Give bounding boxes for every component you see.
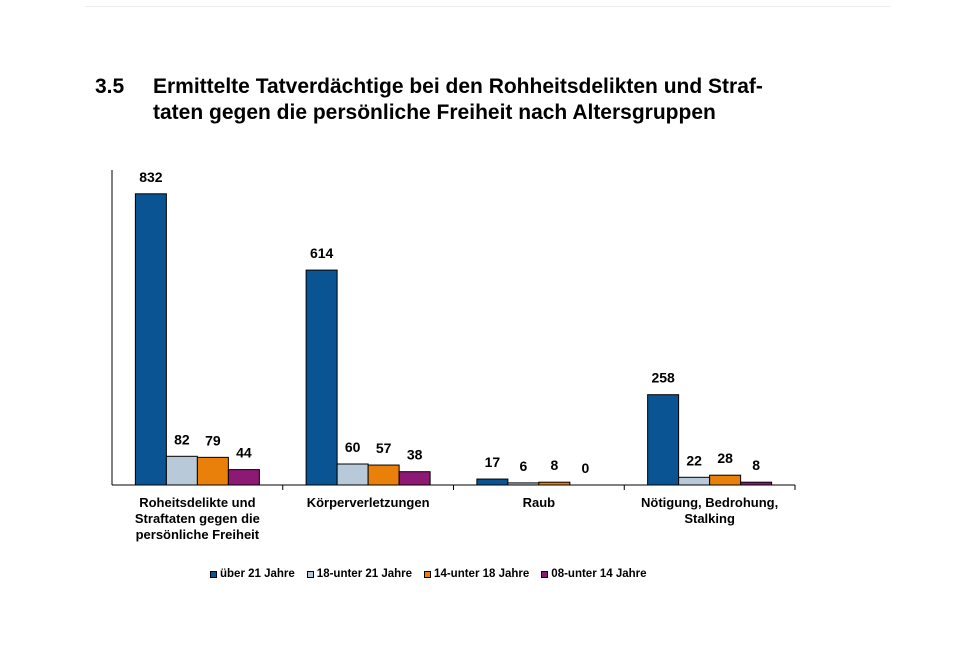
top-rule: [85, 6, 890, 7]
data-label: 28: [717, 450, 733, 466]
category-label: Straftaten gegen die: [135, 511, 260, 526]
data-label: 44: [236, 445, 252, 461]
data-label: 22: [686, 452, 702, 468]
heading-number: 3.5: [95, 75, 125, 98]
heading-title: Ermittelte Tatverdächtige bei den Rohhei…: [153, 75, 763, 124]
legend-item: 14-unter 18 Jahre: [424, 568, 529, 580]
legend-swatch: [210, 570, 217, 578]
data-label: 0: [581, 460, 589, 476]
bar: [305, 269, 338, 486]
legend-swatch: [424, 570, 432, 578]
legend-swatch: [306, 570, 314, 578]
bar: [709, 474, 742, 486]
data-label: 8: [752, 457, 760, 473]
bar: [134, 193, 167, 486]
data-label: 82: [174, 431, 190, 447]
data-label: 60: [345, 439, 361, 455]
bar: [678, 476, 711, 486]
legend-item: 18-unter 21 Jahre: [306, 568, 413, 580]
data-label: 258: [651, 370, 675, 386]
legend-label: über 21 Jahre: [220, 568, 295, 580]
bar: [165, 455, 198, 486]
bar: [336, 463, 369, 486]
bar: [367, 464, 400, 486]
legend-label: 14-unter 18 Jahre: [434, 568, 530, 580]
data-label: 6: [519, 458, 527, 474]
bar: [196, 456, 229, 486]
bar: [647, 394, 680, 486]
chart-legend: über 21 Jahre 18-unter 21 Jahre 14-unter 1…: [210, 566, 659, 582]
legend-item: 08-unter 14 Jahre: [541, 568, 647, 580]
category-label: persönliche Freiheit: [136, 527, 260, 542]
data-label: 17: [485, 454, 501, 470]
category-label: Stalking: [684, 511, 735, 526]
category-label: Nötigung, Bedrohung,: [641, 495, 778, 510]
data-label: 8: [550, 457, 558, 473]
bar: [398, 471, 431, 486]
data-label: 832: [139, 169, 163, 185]
category-label: Raub: [523, 495, 556, 510]
legend-item: über 21 Jahre: [210, 568, 295, 580]
legend-swatch: [541, 570, 549, 578]
data-label: 38: [407, 447, 423, 463]
bar: [227, 469, 260, 486]
legend-label: 08-unter 14 Jahre: [551, 568, 647, 580]
data-label: 614: [310, 245, 334, 261]
legend-label: 18-unter 21 Jahre: [316, 568, 413, 580]
category-label: Roheitsdelikte und: [139, 495, 255, 510]
bar: [476, 478, 509, 486]
data-label: 79: [205, 432, 221, 448]
category-label: Körperverletzungen: [307, 495, 430, 510]
data-label: 57: [376, 440, 392, 456]
